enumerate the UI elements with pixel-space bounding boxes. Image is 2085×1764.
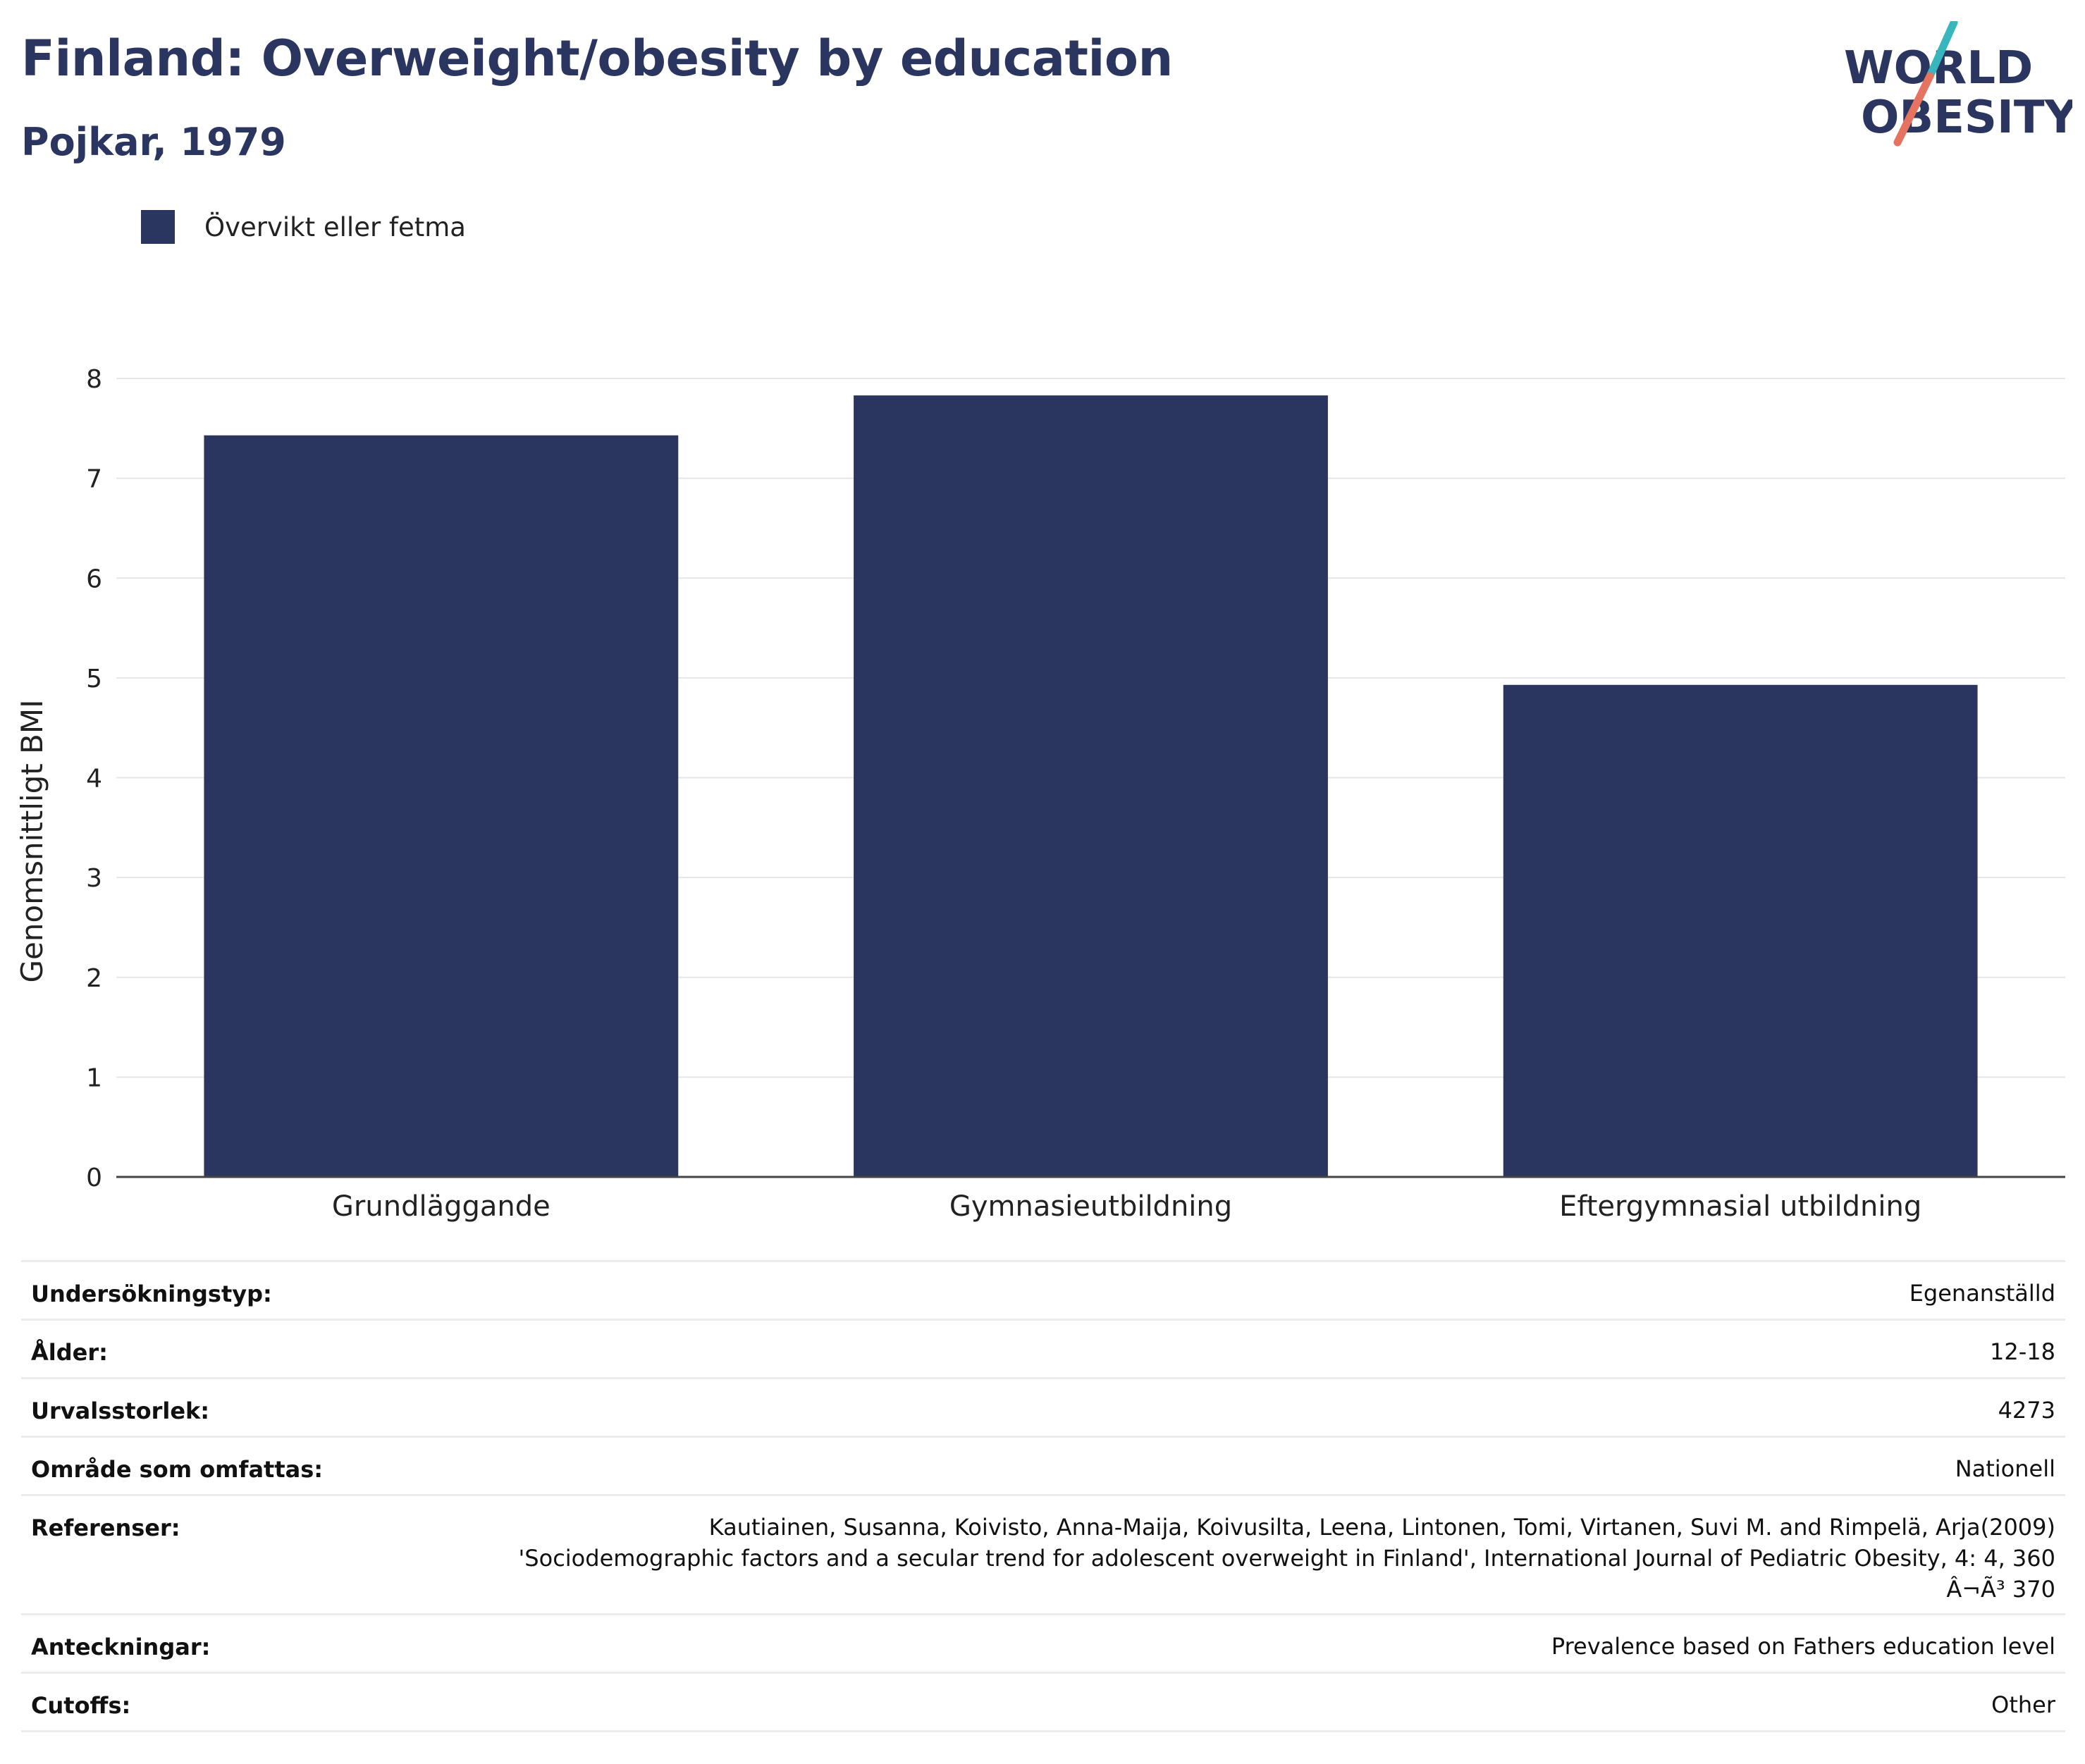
y-tick-label: 5: [86, 665, 102, 693]
bars: [204, 395, 1978, 1178]
info-value: Prevalence based on Fathers education le…: [362, 1613, 2065, 1673]
logo-line2: OBESITY: [1861, 92, 2072, 144]
y-tick-label: 0: [86, 1164, 102, 1192]
logo-slash-red: [1893, 72, 1934, 147]
info-key: Anteckningar:: [21, 1613, 362, 1673]
y-tick-label: 6: [86, 565, 102, 593]
info-row-notes: Anteckningar: Prevalence based on Father…: [21, 1613, 2065, 1673]
bar-chart: 0 1 2 3 4 5 6 7 8 Grundläggande Gymnasieutbildnin…: [15, 365, 2065, 1223]
info-row-area: Område som omfattas: Nationell: [21, 1436, 2065, 1495]
y-tick-label: 1: [86, 1063, 102, 1092]
y-tick-labels: 0 1 2 3 4 5 6 7 8: [86, 365, 102, 1192]
bar[interactable]: [204, 435, 679, 1177]
reference-line: Â¬Ã³ 370: [1946, 1576, 2055, 1603]
y-axis-title: Genomsnittligt BMI: [15, 700, 49, 983]
info-key: Område som omfattas:: [21, 1436, 362, 1495]
y-tick-label: 3: [86, 864, 102, 893]
info-value: Kautiainen, Susanna, Koivisto, Anna-Maij…: [362, 1494, 2065, 1615]
info-row-age: Ålder: 12-18: [21, 1319, 2065, 1378]
info-value: Other: [362, 1672, 2065, 1732]
info-key: Undersökningstyp:: [21, 1260, 362, 1320]
legend-swatch: [141, 210, 175, 244]
info-value: 4273: [362, 1377, 2065, 1437]
x-category-labels: Grundläggande Gymnasieutbildning Eftergymn…: [332, 1190, 1921, 1223]
info-table: Undersökningstyp: Egenanställd Ålder: 12…: [21, 1260, 2065, 1732]
info-key: Ålder:: [21, 1319, 362, 1378]
info-key: Cutoffs:: [21, 1672, 362, 1732]
y-tick-label: 4: [86, 765, 102, 794]
info-value: 12-18: [362, 1319, 2065, 1378]
info-row-sample-size: Urvalsstorlek: 4273: [21, 1377, 2065, 1437]
bar[interactable]: [854, 395, 1328, 1178]
info-row-references: Referenser: Kautiainen, Susanna, Koivist…: [21, 1494, 2065, 1615]
info-key: Referenser:: [21, 1494, 362, 1615]
info-key: Urvalsstorlek:: [21, 1377, 362, 1437]
x-category-label: Grundläggande: [332, 1190, 551, 1223]
legend-label: Övervikt eller fetma: [204, 211, 466, 242]
chart-title: Finland: Overweight/obesity by education: [21, 30, 1173, 87]
x-category-label: Eftergymnasial utbildning: [1559, 1190, 1921, 1223]
bar[interactable]: [1503, 684, 1978, 1177]
y-tick-label: 8: [86, 365, 102, 394]
reference-line: Kautiainen, Susanna, Koivisto, Anna-Maij…: [708, 1514, 2055, 1541]
world-obesity-logo: WORLD OBESITY: [1844, 21, 2072, 147]
info-row-survey-type: Undersökningstyp: Egenanställd: [21, 1260, 2065, 1320]
reference-line: 'Sociodemographic factors and a secular …: [518, 1545, 2056, 1572]
info-value: Egenanställd: [362, 1260, 2065, 1320]
x-category-label: Gymnasieutbildning: [949, 1190, 1232, 1223]
legend[interactable]: Övervikt eller fetma: [141, 210, 466, 244]
info-row-cutoffs: Cutoffs: Other: [21, 1672, 2065, 1732]
logo-slash-teal: [1926, 21, 1958, 80]
info-value: Nationell: [362, 1436, 2065, 1495]
y-tick-label: 7: [86, 465, 102, 494]
y-tick-label: 2: [86, 964, 102, 993]
chart-subtitle: Pojkar, 1979: [21, 120, 286, 164]
